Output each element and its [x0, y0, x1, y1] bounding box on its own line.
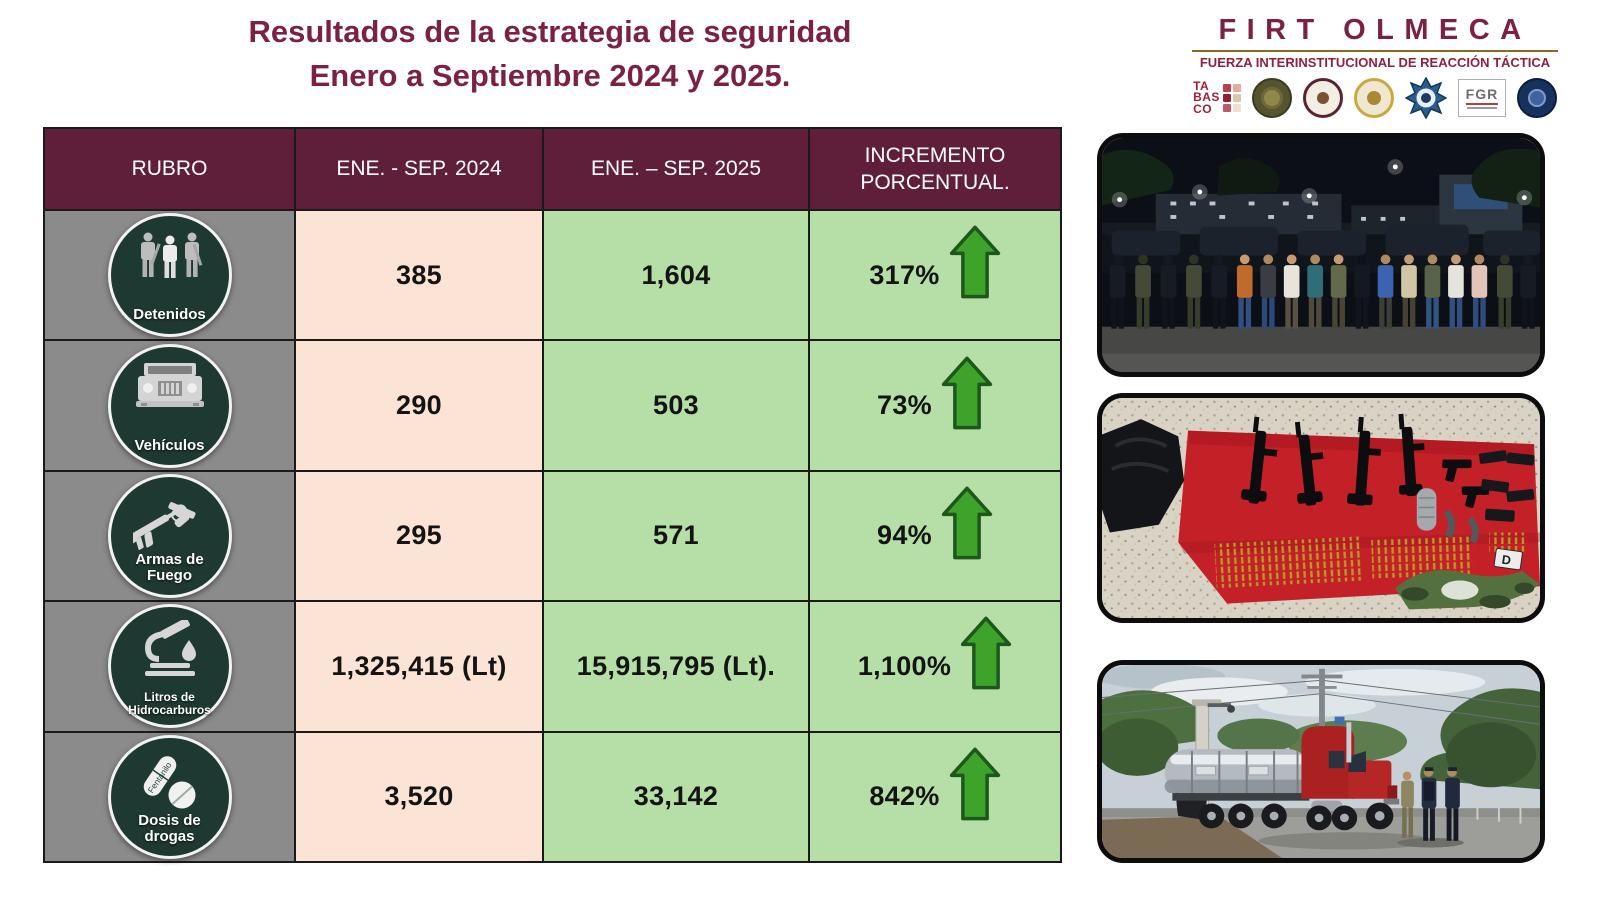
tanker-trailer [1164, 749, 1312, 829]
value-text: 15,915,795 (Lt). [576, 650, 776, 681]
header-2025: ENE. – SEP. 2025 [544, 129, 808, 209]
slide-title: Resultados de la estrategia de seguridad… [50, 10, 1050, 98]
agency-logos-row: TA BAS CO FGR [1192, 77, 1558, 119]
tabasco-logo-text: TA BAS CO [1193, 78, 1220, 116]
increment-text: 73% [877, 390, 932, 421]
value-2025-vehiculos: 503 [544, 341, 808, 470]
value-2025-detenidos: 1,604 [544, 211, 808, 340]
photo-detainees-night-graphic [1102, 138, 1540, 372]
brand-block: FIRT OLMECA FUERZA INTERINSTITUCIONAL DE… [1192, 14, 1558, 119]
value-text: 503 [653, 390, 699, 421]
firearms-icon: Armas de Fuego [107, 473, 232, 598]
increment-text: 842% [869, 781, 940, 812]
increment-hidrocarburos: 1,100% [810, 602, 1060, 731]
rubro-label: Armas de Fuego [135, 551, 204, 585]
police-star-badge-icon [1404, 77, 1447, 119]
photo-seized-weapons: D [1097, 393, 1545, 623]
photo-fuel-tanker [1097, 660, 1545, 863]
national-emblem-badge-icon [1353, 78, 1394, 118]
increment-armas: 94% [810, 471, 1060, 601]
firearms-pictogram [132, 502, 195, 550]
up-arrow-icon [961, 616, 1012, 690]
value-text: 571 [653, 520, 699, 551]
vehicle-pictogram [135, 362, 204, 407]
increment-text: 317% [869, 259, 940, 290]
rubro-label: Dosis de drogas [138, 812, 201, 846]
rubro-label: Vehículos [134, 436, 205, 454]
value-2025-drogas: 33,142 [544, 732, 808, 861]
value-2025-hidrocarburos: 15,915,795 (Lt). [544, 602, 808, 731]
increment-drogas: 842% [810, 732, 1060, 861]
value-2024-armas: 295 [296, 471, 542, 601]
value-text: 290 [396, 390, 442, 421]
value-2024-detenidos: 385 [296, 211, 542, 340]
tabasco-logo: TA BAS CO [1193, 78, 1241, 116]
detainees-icon: Detenidos [107, 213, 232, 338]
slide-title-line1: Resultados de la estrategia de seguridad [248, 14, 852, 49]
value-text: 1,604 [641, 259, 711, 290]
increment-text: 1,100% [857, 650, 952, 681]
navy-badge-icon [1516, 78, 1557, 118]
increment-text: 94% [877, 520, 932, 551]
brand-subtitle: FUERZA INTERINSTITUCIONAL DE REACCIÓN TÁ… [1199, 55, 1551, 70]
photo-fuel-tanker-graphic [1102, 665, 1540, 858]
photo-seized-weapons-graphic: D [1102, 398, 1540, 618]
detainees-pictogram [140, 232, 202, 279]
header-rubro: RUBRO [45, 129, 294, 209]
increment-detenidos: 317% [810, 211, 1060, 340]
fgr-logo-text: FGR [1465, 86, 1499, 102]
tabasco-mosaic-icon [1222, 83, 1241, 112]
value-text: 385 [396, 259, 442, 290]
vehicle-icon: Vehículos [107, 343, 232, 468]
results-table: RUBRO ENE. - SEP. 2024 ENE. – SEP. 2025 … [43, 127, 1062, 863]
drug-doses-icon: Fentanilo Dosis de drogas [107, 734, 232, 859]
hydrocarbons-icon: Litros de Hidrocarburos [107, 604, 232, 729]
photo-detainees-night [1097, 133, 1545, 377]
header-2024: ENE. - SEP. 2024 [296, 129, 542, 209]
tractor-cab [1301, 722, 1400, 831]
value-text: 3,520 [384, 781, 454, 812]
value-text: 33,142 [633, 781, 719, 812]
army-badge-icon [1251, 78, 1292, 118]
value-text: 295 [396, 520, 442, 551]
rubro-cell-hidrocarburos: Litros de Hidrocarburos [45, 602, 294, 731]
increment-vehiculos: 73% [810, 341, 1060, 470]
value-2025-armas: 571 [544, 471, 808, 601]
rubro-cell-armas: Armas de Fuego [45, 471, 294, 601]
slide-title-line2: Enero a Septiembre 2024 y 2025. [309, 58, 791, 94]
up-arrow-icon [941, 486, 993, 560]
rubro-cell-drogas: Fentanilo Dosis de drogas [45, 732, 294, 861]
value-2024-vehiculos: 290 [296, 341, 542, 470]
officers [1397, 767, 1464, 848]
up-arrow-icon [941, 356, 993, 429]
brand-name: FIRT OLMECA [1192, 14, 1558, 52]
rubro-cell-vehiculos: Vehículos [45, 341, 294, 470]
up-arrow-icon [949, 225, 1000, 299]
up-arrow-icon [949, 747, 1000, 821]
value-2024-hidrocarburos: 1,325,415 (Lt) [296, 602, 542, 731]
value-text: 1,325,415 (Lt) [331, 650, 507, 681]
drug-doses-pictogram: Fentanilo [143, 756, 195, 809]
value-2024-drogas: 3,520 [296, 732, 542, 861]
fgr-logo: FGR [1457, 79, 1506, 117]
rubro-label: Detenidos [133, 306, 206, 324]
hydrocarbons-pictogram [144, 620, 196, 677]
defense-eagle-badge-icon [1302, 78, 1343, 118]
header-increment: INCREMENTO PORCENTUAL. [810, 129, 1060, 209]
rubro-cell-detenidos: Detenidos [45, 211, 294, 340]
rubro-label: Litros de Hidrocarburos [128, 690, 211, 717]
lineup-people [1109, 254, 1537, 329]
license-plate-letter: D [1501, 553, 1512, 568]
